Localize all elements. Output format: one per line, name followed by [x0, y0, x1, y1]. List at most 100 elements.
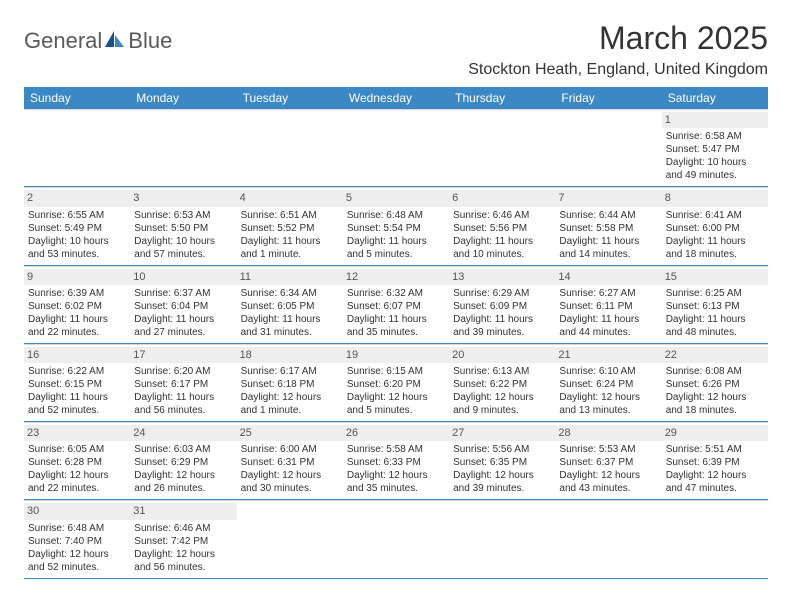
- cell-line: Sunset: 6:09 PM: [453, 300, 551, 313]
- cell-line: Sunset: 5:54 PM: [347, 222, 445, 235]
- cell-line: Sunset: 5:50 PM: [134, 222, 232, 235]
- day-number: 1: [662, 112, 768, 128]
- day-header-tue: Tuesday: [237, 87, 343, 109]
- cell-line: and 43 minutes.: [559, 482, 657, 495]
- calendar-cell: 6 Sunrise: 6:46 AMSunset: 5:56 PMDaylight…: [449, 187, 555, 264]
- cell-line: Sunrise: 5:51 AM: [666, 443, 764, 456]
- cell-line: and 57 minutes.: [134, 248, 232, 261]
- calendar-cell: 15Sunrise: 6:25 AMSunset: 6:13 PMDayligh…: [662, 266, 768, 343]
- calendar-page: General Blue March 2025 Stockton Heath, …: [0, 0, 792, 599]
- calendar-cell: 13Sunrise: 6:29 AMSunset: 6:09 PMDayligh…: [449, 266, 555, 343]
- cell-line: and 35 minutes.: [347, 482, 445, 495]
- cell-line: Sunset: 6:00 PM: [666, 222, 764, 235]
- cell-line: Daylight: 11 hours: [453, 235, 551, 248]
- calendar-cell: 2Sunrise: 6:55 AMSunset: 5:49 PMDaylight…: [24, 187, 130, 264]
- cell-line: Sunset: 5:56 PM: [453, 222, 551, 235]
- cell-line: Sunrise: 6:46 AM: [453, 209, 551, 222]
- cell-line: and 5 minutes.: [347, 404, 445, 417]
- cell-line: Daylight: 10 hours: [28, 235, 126, 248]
- cell-line: Sunrise: 6:08 AM: [666, 365, 764, 378]
- day-header-sun: Sunday: [24, 87, 130, 109]
- calendar-cell: [343, 109, 449, 186]
- cell-line: Daylight: 11 hours: [347, 235, 445, 248]
- cell-line: Sunset: 5:58 PM: [559, 222, 657, 235]
- cell-line: and 10 minutes.: [453, 248, 551, 261]
- week-row: 1Sunrise: 6:58 AMSunset: 5:47 PMDaylight…: [24, 109, 768, 187]
- week-row: 9Sunrise: 6:39 AMSunset: 6:02 PMDaylight…: [24, 266, 768, 344]
- cell-line: Sunset: 5:52 PM: [241, 222, 339, 235]
- calendar-cell: 18Sunrise: 6:17 AMSunset: 6:18 PMDayligh…: [237, 344, 343, 421]
- logo-text-blue: Blue: [128, 28, 172, 54]
- cell-line: Daylight: 12 hours: [666, 469, 764, 482]
- day-header-wed: Wednesday: [343, 87, 449, 109]
- weeks-container: 1Sunrise: 6:58 AMSunset: 5:47 PMDaylight…: [24, 109, 768, 579]
- cell-line: Sunrise: 6:39 AM: [28, 287, 126, 300]
- cell-line: Sunset: 6:05 PM: [241, 300, 339, 313]
- cell-line: Daylight: 12 hours: [241, 469, 339, 482]
- cell-line: Daylight: 10 hours: [134, 235, 232, 248]
- day-header-mon: Monday: [130, 87, 236, 109]
- day-number: 3: [130, 190, 236, 206]
- cell-line: Daylight: 12 hours: [453, 391, 551, 404]
- cell-line: Daylight: 12 hours: [453, 469, 551, 482]
- cell-line: and 22 minutes.: [28, 326, 126, 339]
- cell-line: Daylight: 11 hours: [134, 391, 232, 404]
- cell-line: Sunrise: 6:10 AM: [559, 365, 657, 378]
- cell-line: Daylight: 11 hours: [666, 235, 764, 248]
- cell-line: Sunrise: 6:34 AM: [241, 287, 339, 300]
- cell-line: Sunset: 6:20 PM: [347, 378, 445, 391]
- day-header-row: Sunday Monday Tuesday Wednesday Thursday…: [24, 87, 768, 109]
- calendar: Sunday Monday Tuesday Wednesday Thursday…: [24, 87, 768, 579]
- cell-line: and 48 minutes.: [666, 326, 764, 339]
- calendar-cell: 29Sunrise: 5:51 AMSunset: 6:39 PMDayligh…: [662, 422, 768, 499]
- week-row: 2Sunrise: 6:55 AMSunset: 5:49 PMDaylight…: [24, 187, 768, 265]
- cell-line: Sunrise: 6:20 AM: [134, 365, 232, 378]
- cell-line: Daylight: 12 hours: [666, 391, 764, 404]
- day-number: 28: [555, 425, 661, 441]
- day-number: 30: [24, 503, 130, 519]
- cell-line: Daylight: 12 hours: [134, 469, 232, 482]
- day-number: 31: [130, 503, 236, 519]
- cell-line: Sunset: 6:07 PM: [347, 300, 445, 313]
- day-number: 26: [343, 425, 449, 441]
- calendar-cell: 4Sunrise: 6:51 AMSunset: 5:52 PMDaylight…: [237, 187, 343, 264]
- cell-line: Daylight: 12 hours: [559, 391, 657, 404]
- cell-line: and 56 minutes.: [134, 404, 232, 417]
- cell-line: Sunrise: 5:56 AM: [453, 443, 551, 456]
- calendar-cell: [662, 500, 768, 577]
- calendar-cell: [237, 500, 343, 577]
- calendar-cell: 12Sunrise: 6:32 AMSunset: 6:07 PMDayligh…: [343, 266, 449, 343]
- calendar-cell: [555, 109, 661, 186]
- day-number: 6: [449, 190, 555, 206]
- cell-line: Daylight: 12 hours: [28, 469, 126, 482]
- cell-line: Sunset: 6:28 PM: [28, 456, 126, 469]
- cell-line: Sunrise: 5:53 AM: [559, 443, 657, 456]
- day-header-fri: Friday: [555, 87, 661, 109]
- calendar-cell: 16Sunrise: 6:22 AMSunset: 6:15 PMDayligh…: [24, 344, 130, 421]
- cell-line: Sunrise: 6:48 AM: [347, 209, 445, 222]
- cell-line: and 18 minutes.: [666, 404, 764, 417]
- cell-line: and 49 minutes.: [666, 169, 764, 182]
- cell-line: Sunset: 6:11 PM: [559, 300, 657, 313]
- cell-line: Daylight: 11 hours: [453, 313, 551, 326]
- cell-line: Sunrise: 6:48 AM: [28, 522, 126, 535]
- cell-line: Sunrise: 6:44 AM: [559, 209, 657, 222]
- cell-line: Sunset: 6:18 PM: [241, 378, 339, 391]
- calendar-cell: 1Sunrise: 6:58 AMSunset: 5:47 PMDaylight…: [662, 109, 768, 186]
- calendar-cell: 26Sunrise: 5:58 AMSunset: 6:33 PMDayligh…: [343, 422, 449, 499]
- cell-line: Sunrise: 6:58 AM: [666, 130, 764, 143]
- cell-line: Daylight: 11 hours: [347, 313, 445, 326]
- day-number: 13: [449, 269, 555, 285]
- cell-line: Sunset: 6:31 PM: [241, 456, 339, 469]
- cell-line: Sunrise: 6:32 AM: [347, 287, 445, 300]
- cell-line: Sunset: 6:17 PM: [134, 378, 232, 391]
- cell-line: Daylight: 12 hours: [28, 548, 126, 561]
- calendar-cell: 24Sunrise: 6:03 AMSunset: 6:29 PMDayligh…: [130, 422, 236, 499]
- cell-line: and 9 minutes.: [453, 404, 551, 417]
- calendar-cell: 8Sunrise: 6:41 AMSunset: 6:00 PMDaylight…: [662, 187, 768, 264]
- day-number: 25: [237, 425, 343, 441]
- calendar-cell: [343, 500, 449, 577]
- calendar-cell: 14Sunrise: 6:27 AMSunset: 6:11 PMDayligh…: [555, 266, 661, 343]
- cell-line: and 53 minutes.: [28, 248, 126, 261]
- day-number: 19: [343, 347, 449, 363]
